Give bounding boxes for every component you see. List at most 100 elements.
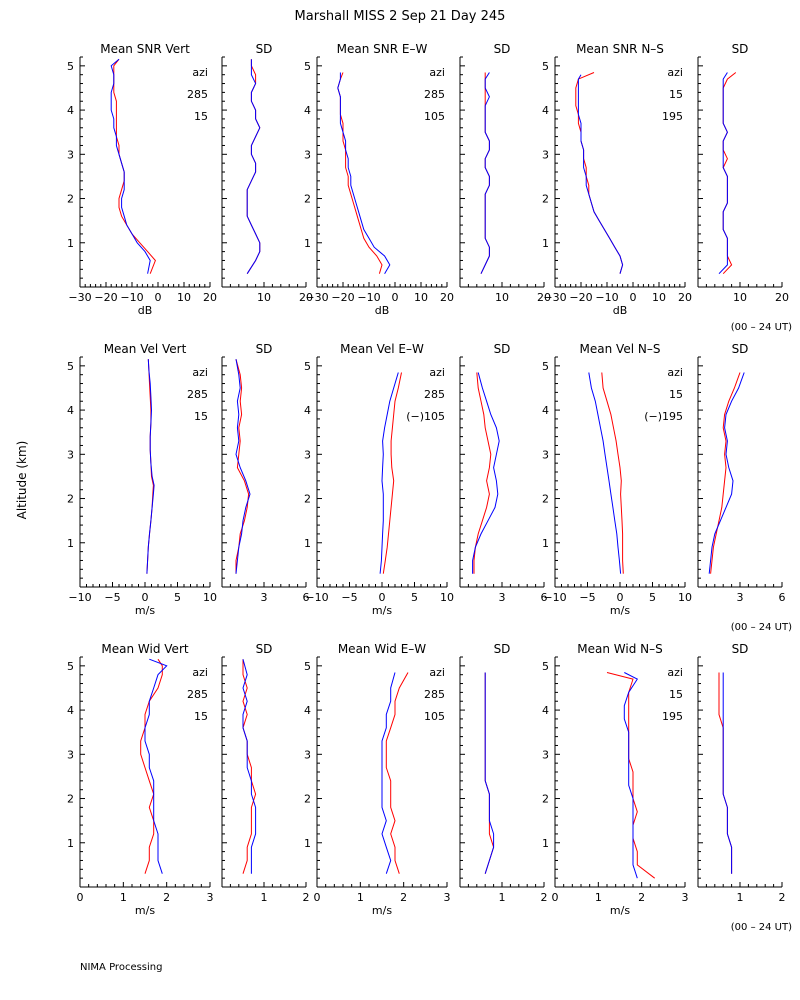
- panel-6: SD 10 20: [697, 42, 789, 304]
- footer-text: NIMA Processing: [80, 962, 162, 973]
- series-line-blue: [337, 72, 391, 274]
- y-tick-label: 5: [67, 360, 74, 373]
- panel-16: SD 1 2: [459, 642, 548, 904]
- series-line-blue: [379, 372, 399, 574]
- panel-11: Mean Vel N–S 1 2 3 4 5 −10 −5 0 5 10 m/s azi 15 (−)195: [542, 342, 692, 617]
- legend-red-label: 15: [669, 88, 683, 101]
- x-tick-label: 10: [495, 291, 509, 304]
- x-tick-label: −30: [305, 291, 328, 304]
- legend-title: azi: [429, 66, 445, 79]
- y-tick-label: 4: [542, 404, 549, 417]
- series-line-blue: [242, 659, 257, 874]
- y-tick-label: 5: [542, 660, 549, 673]
- y-tick-label: 3: [67, 448, 74, 461]
- series-line-blue: [484, 672, 495, 874]
- panel-13: Mean Wid Vert 1 2 3 4 5 0 1 2 3 m/s azi 285 15: [67, 642, 214, 917]
- x-tick-label: 2: [541, 891, 548, 904]
- legend-red-label: 285: [424, 688, 445, 701]
- x-tick-label: 20: [299, 291, 313, 304]
- legend-blue-label: 15: [194, 710, 208, 723]
- y-tick-label: 2: [304, 793, 311, 806]
- y-tick-label: 5: [67, 60, 74, 73]
- x-tick-label: 3: [682, 891, 689, 904]
- x-tick-label: 10: [440, 591, 454, 604]
- x-tick-label: 2: [779, 891, 786, 904]
- y-tick-label: 1: [542, 537, 549, 550]
- x-tick-label: 10: [257, 291, 271, 304]
- panel-title: Mean Vel N–S: [580, 342, 661, 356]
- panel-4: SD 10 20: [459, 42, 551, 304]
- series-line-red: [337, 72, 383, 274]
- panel-title: SD: [732, 342, 749, 356]
- panel-9: Mean Vel E–W 1 2 3 4 5 −10 −5 0 5 10 m/s azi 285 (−)10…: [304, 342, 454, 617]
- time-note-row1: (00 – 24 UT): [731, 322, 792, 333]
- y-tick-label: 4: [304, 404, 311, 417]
- series-line-red: [246, 59, 261, 274]
- x-tick-label: 0: [552, 891, 559, 904]
- x-tick-label: −5: [104, 591, 120, 604]
- panel-title: SD: [732, 42, 749, 56]
- x-tick-label: 0: [314, 891, 321, 904]
- series-line-blue: [577, 74, 624, 274]
- x-tick-label: −5: [341, 591, 357, 604]
- y-tick-label: 5: [67, 660, 74, 673]
- legend-red-label: 285: [424, 88, 445, 101]
- x-tick-label: −5: [579, 591, 595, 604]
- y-tick-label: 4: [304, 704, 311, 717]
- legend-red-label: 15: [669, 388, 683, 401]
- x-tick-label: 10: [652, 291, 666, 304]
- x-axis-label: m/s: [135, 904, 155, 917]
- panel-title: Mean Wid E–W: [338, 642, 426, 656]
- series-line-red: [718, 672, 733, 874]
- panel-title: Mean Wid Vert: [101, 642, 188, 656]
- y-tick-label: 3: [304, 148, 311, 161]
- panel-title: SD: [732, 642, 749, 656]
- series-line-blue: [480, 72, 490, 274]
- series-line-blue: [722, 672, 733, 874]
- y-tick-label: 3: [542, 748, 549, 761]
- x-tick-label: −10: [120, 291, 143, 304]
- panel-title: Mean Wid N–S: [577, 642, 662, 656]
- series-line-blue: [246, 59, 261, 274]
- panel-8: SD 3 6: [221, 342, 310, 604]
- x-tick-label: 3: [444, 891, 451, 904]
- x-tick-label: −20: [331, 291, 354, 304]
- x-tick-label: 10: [414, 291, 428, 304]
- x-axis-label: m/s: [610, 904, 630, 917]
- time-note-row2: (00 – 24 UT): [731, 622, 792, 633]
- x-axis-label: dB: [138, 304, 153, 317]
- x-tick-label: 2: [400, 891, 407, 904]
- x-tick-label: −20: [569, 291, 592, 304]
- x-tick-label: 0: [155, 291, 162, 304]
- x-axis-label: dB: [613, 304, 628, 317]
- x-tick-label: 1: [357, 891, 364, 904]
- figure-title: Marshall MISS 2 Sep 21 Day 245: [295, 9, 506, 24]
- y-tick-label: 4: [67, 404, 74, 417]
- y-tick-label: 1: [67, 837, 74, 850]
- x-tick-label: 6: [303, 591, 310, 604]
- x-tick-label: 20: [775, 291, 789, 304]
- series-line-red: [722, 72, 737, 275]
- time-note-row3: (00 – 24 UT): [731, 922, 792, 933]
- x-tick-label: 0: [379, 591, 386, 604]
- legend-blue-label: 15: [194, 110, 208, 123]
- x-tick-label: 2: [303, 891, 310, 904]
- y-tick-label: 1: [304, 837, 311, 850]
- panel-title: Mean SNR E–W: [337, 42, 428, 56]
- legend-red-label: 15: [669, 688, 683, 701]
- x-tick-label: 5: [649, 591, 656, 604]
- series-line-red: [484, 672, 495, 874]
- x-tick-label: 1: [595, 891, 602, 904]
- y-tick-label: 5: [542, 60, 549, 73]
- x-tick-label: 1: [120, 891, 127, 904]
- x-tick-label: 10: [733, 291, 747, 304]
- y-tick-label: 2: [542, 793, 549, 806]
- x-axis-label: m/s: [372, 904, 392, 917]
- x-tick-label: 0: [630, 291, 637, 304]
- x-tick-label: 5: [174, 591, 181, 604]
- x-tick-label: 10: [203, 591, 217, 604]
- series-line-red: [242, 659, 257, 874]
- x-tick-label: 6: [541, 591, 548, 604]
- x-tick-label: −10: [357, 291, 380, 304]
